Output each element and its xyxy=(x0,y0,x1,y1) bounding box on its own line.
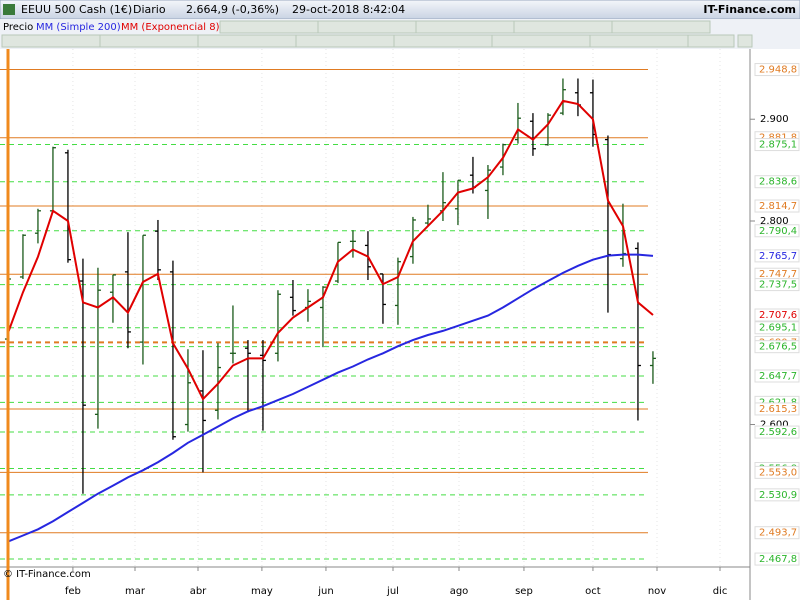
inactive-legend-boxes xyxy=(1,20,753,48)
level-label-box xyxy=(754,526,800,540)
x-tick-label: nov xyxy=(648,586,666,597)
x-tick-label: dic xyxy=(713,586,728,597)
y-tick-label: 2.900 xyxy=(760,114,789,125)
level-label-box xyxy=(754,465,800,479)
y-tick-label: 2.600 xyxy=(760,420,789,431)
y-tick-label: 2.800 xyxy=(760,216,789,227)
legend-price: Precio xyxy=(3,22,33,33)
level-label-box xyxy=(754,402,800,416)
instrument: EEUU 500 Cash (1€) xyxy=(21,3,132,16)
x-tick-label: abr xyxy=(190,586,207,597)
level-label: 2.695,1 xyxy=(759,323,797,334)
header-icon xyxy=(3,4,15,15)
ma-line xyxy=(7,253,654,543)
level-label-box xyxy=(754,552,800,566)
level-label: 2.615,3 xyxy=(759,404,797,415)
x-tick-label: jul xyxy=(386,586,399,597)
level-label-box xyxy=(754,278,800,292)
level-label-box xyxy=(754,321,800,335)
header: EEUU 500 Cash (1€) Diario 2.664,9 (-0,36… xyxy=(0,0,800,20)
plot-area xyxy=(0,49,721,571)
x-tick-label: oct xyxy=(585,586,601,597)
level-label: 2.737,5 xyxy=(759,280,797,291)
last-value-label: 2.765,7 xyxy=(759,251,797,262)
level-label-box xyxy=(754,369,800,383)
ma-line xyxy=(7,99,654,401)
level-label: 2.875,1 xyxy=(759,140,797,151)
level-label-box xyxy=(754,63,800,77)
level-label: 2.592,6 xyxy=(759,427,797,438)
level-label: 2.790,4 xyxy=(759,226,797,237)
level-label-box xyxy=(754,138,800,152)
last-value-label-box xyxy=(754,249,800,263)
level-label: 2.838,6 xyxy=(759,177,797,188)
last-value-label-box xyxy=(754,308,800,322)
level-label: 2.530,9 xyxy=(759,490,797,501)
level-label-box xyxy=(754,340,800,354)
x-tick-label: ago xyxy=(450,586,469,597)
x-tick-label: mar xyxy=(125,586,146,597)
level-label-box xyxy=(754,224,800,238)
legend-entry: MM (Exponencial 8) xyxy=(121,22,220,33)
level-label-box xyxy=(754,425,800,439)
level-label: 2.814,7 xyxy=(759,201,797,212)
level-label: 2.553,0 xyxy=(759,467,797,478)
level-label-box xyxy=(754,175,800,189)
legend: Precio MM (Simple 200) MM (Exponencial 8… xyxy=(0,19,800,49)
period: Diario xyxy=(133,3,166,16)
level-label: 2.493,7 xyxy=(759,528,797,539)
level-label-box xyxy=(754,199,800,213)
level-label: 2.948,8 xyxy=(759,65,797,76)
x-tick-label: jun xyxy=(317,586,333,597)
x-tick-label: sep xyxy=(515,586,533,597)
level-label-box xyxy=(754,488,800,502)
copyright: © IT-Finance.com xyxy=(3,569,91,580)
last-price: 2.664,9 (-0,36%) xyxy=(186,3,279,16)
x-tick-label: may xyxy=(251,586,273,597)
level-label: 2.647,7 xyxy=(759,371,797,382)
legend-entry: MM (Simple 200) xyxy=(36,22,121,33)
x-tick-label: feb xyxy=(65,586,81,597)
last-value-label: 2.707,6 xyxy=(759,310,797,321)
level-label: 2.467,8 xyxy=(759,554,797,565)
datetime: 29-oct-2018 8:42:04 xyxy=(292,3,405,16)
site: IT-Finance.com xyxy=(703,3,796,16)
level-label: 2.676,5 xyxy=(759,342,797,353)
level-label: 2.747,7 xyxy=(759,269,797,280)
